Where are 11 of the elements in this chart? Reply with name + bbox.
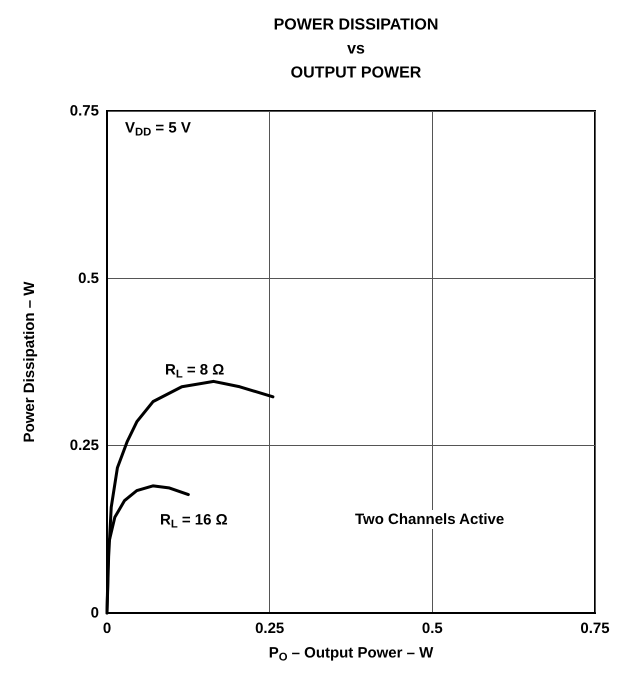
y-tick-label: 0.5 (78, 270, 99, 287)
y-tick-label: 0 (90, 604, 99, 622)
y-tick-label: 0.75 (70, 102, 99, 120)
y-axis-title: Power Dissipation – W (21, 280, 38, 442)
annotation: Two Channels Active (355, 511, 504, 528)
x-tick-label: 0.25 (255, 620, 284, 637)
chart-title: POWER DISSIPATION vs OUTPUT POWER (274, 16, 438, 82)
x-tick-label: 0.5 (422, 620, 443, 637)
x-tick-label: 0.75 (580, 620, 610, 637)
x-tick-label: 0 (102, 620, 112, 637)
y-tick-label: 0.25 (70, 437, 99, 454)
